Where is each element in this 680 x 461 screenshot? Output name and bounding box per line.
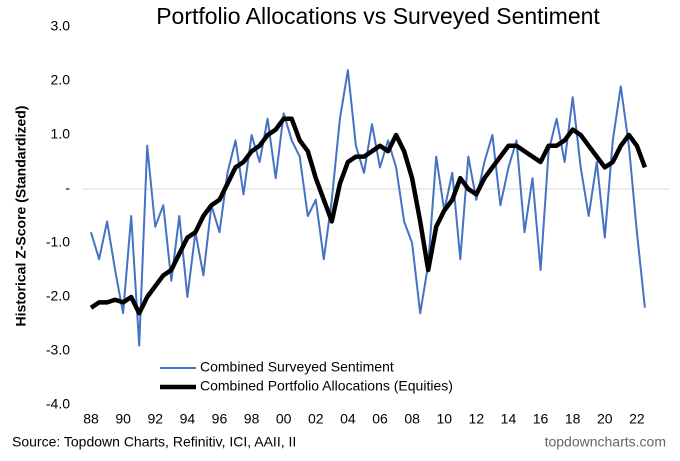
x-tick-label: 92 [147,411,163,427]
source-note: Source: Topdown Charts, Refinitiv, ICI, … [12,434,296,450]
x-tick-label: 88 [83,411,99,427]
x-tick-label: 12 [469,411,485,427]
series-line [89,116,648,316]
x-tick-label: 98 [244,411,260,427]
x-tick-label: 10 [436,411,452,427]
y-axis-label: Historical Z-Score (Standardized) [13,106,29,327]
y-tick-label: -4.0 [46,396,70,412]
x-tick-label: 22 [629,411,645,427]
y-tick-label: 2.0 [51,72,71,88]
x-tick-label: 04 [340,411,356,427]
x-tick-label: 16 [533,411,549,427]
legend-label: Combined Portfolio Allocations (Equities… [200,378,453,394]
x-tick-label: 96 [212,411,228,427]
y-tick-label: -1.0 [46,234,70,250]
x-tick-label: 02 [308,411,324,427]
x-tick-label: 06 [372,411,388,427]
chart-title: Portfolio Allocations vs Surveyed Sentim… [156,3,600,29]
y-tick-label: - [65,180,70,196]
y-tick-label: -2.0 [46,288,70,304]
x-tick-label: 94 [180,411,196,427]
x-tick-label: 20 [597,411,613,427]
y-tick-label: 3.0 [51,18,71,34]
y-tick-label: -3.0 [46,342,70,358]
x-tick-label: 18 [565,411,581,427]
x-tick-label: 08 [404,411,420,427]
watermark: topdowncharts.com [545,434,666,450]
x-tick-label: 14 [501,411,517,427]
x-tick-label: 90 [115,411,131,427]
x-tick-label: 00 [276,411,292,427]
legend-label: Combined Surveyed Sentiment [200,359,394,375]
y-tick-label: 1.0 [51,126,71,142]
series-line [90,69,646,347]
